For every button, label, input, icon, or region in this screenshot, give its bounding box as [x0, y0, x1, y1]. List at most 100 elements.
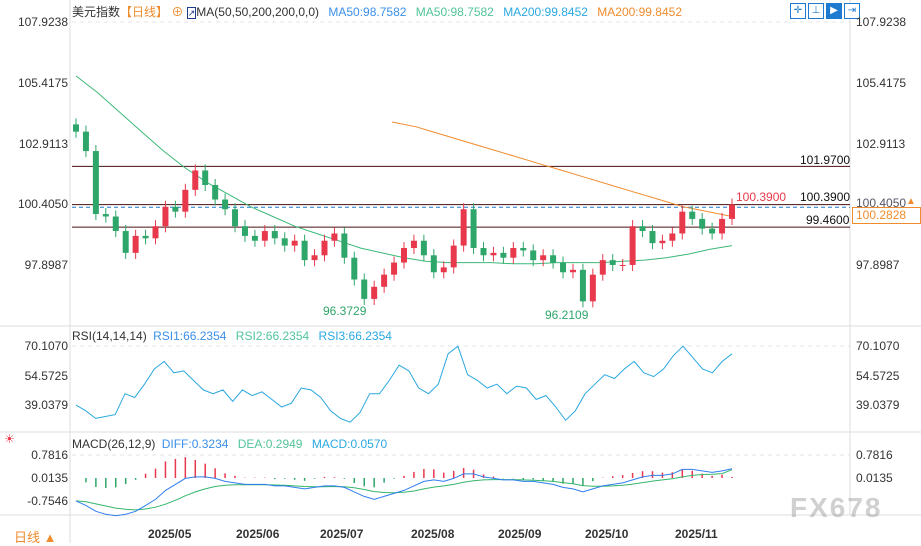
candle	[669, 233, 676, 241]
price-tick: 105.4175	[17, 76, 68, 90]
candle	[500, 252, 507, 258]
candle	[540, 255, 547, 261]
level-label: 101.9700	[800, 153, 851, 167]
candle	[381, 274, 388, 287]
low-marker-label: 96.3729	[323, 304, 367, 318]
price-tick: 102.9113	[18, 137, 68, 151]
rsi2-value: RSI2:66.2354	[235, 329, 310, 343]
candle	[420, 240, 427, 256]
candle	[321, 240, 328, 256]
price-tick-right: 97.8987	[856, 258, 900, 272]
crosshair-icon[interactable]: ✛	[790, 3, 806, 19]
rsi-tick: 39.0379	[24, 398, 68, 412]
candle	[530, 250, 537, 261]
end-icon[interactable]: ⇥	[844, 3, 860, 19]
rsi-line	[75, 345, 733, 423]
candle	[659, 240, 666, 244]
add-indicator-icon[interactable]: ⊕	[171, 5, 184, 19]
rsi3-value: RSI3:66.2354	[318, 329, 392, 343]
candle	[679, 211, 686, 234]
price-tick: 97.8987	[24, 258, 68, 272]
candle	[361, 279, 368, 299]
candle	[212, 184, 219, 200]
x-tick: 2025/11	[675, 527, 718, 541]
rsi-tick-right: 54.5725	[856, 369, 900, 383]
candle	[569, 269, 576, 273]
candle	[192, 170, 199, 190]
ma-label: MA(50,50,200,200,0,0)	[196, 5, 320, 19]
level-label: 99.4600	[806, 213, 850, 227]
candle	[152, 226, 159, 239]
ma50-value: MA50:98.7582	[328, 5, 407, 19]
candle	[470, 209, 477, 249]
candle	[699, 218, 706, 229]
rsi-tick-right: 39.0379	[856, 398, 900, 412]
rsi-header: RSI(14,14,14) RSI1:66.2354 RSI2:66.2354 …	[72, 329, 392, 343]
instrument-title: 美元指数	[72, 5, 121, 19]
ma200-value-2: MA200:99.8452	[597, 5, 682, 19]
candle	[639, 226, 646, 232]
watermark-logo: FX678	[790, 492, 883, 523]
candle	[172, 206, 179, 212]
candle	[311, 255, 318, 261]
macd-label: MACD(26,12,9)	[72, 437, 156, 451]
x-tick: 2025/09	[498, 527, 542, 541]
candle	[589, 274, 596, 302]
candle	[202, 170, 209, 185]
candle	[579, 269, 586, 302]
high-marker-label: 100.3900	[736, 190, 787, 204]
current-price-tag: 100.2828	[852, 207, 921, 224]
candle	[251, 235, 258, 241]
candle	[649, 231, 656, 244]
period-button[interactable]: 日线 ▲	[14, 530, 57, 545]
candle	[132, 235, 139, 253]
price-tick-right: 102.9113	[856, 137, 906, 151]
candle	[82, 131, 89, 152]
indicator-chart-icon[interactable]: ↗	[186, 7, 197, 19]
candle	[331, 233, 338, 241]
chart-header: 美元指数【日线】 ⊕ ↗MA(50,50,200,200,0,0) MA50:9…	[72, 3, 682, 20]
diff-value: DIFF:0.3234	[161, 437, 229, 451]
candle	[719, 218, 726, 234]
candle	[271, 231, 278, 239]
settings-sun-icon[interactable]: ☀	[4, 432, 15, 446]
candle	[92, 151, 99, 215]
macd-tick-right: 0.7816	[856, 448, 893, 462]
candle	[102, 214, 109, 217]
candle	[609, 260, 616, 265]
candle	[629, 226, 636, 265]
candle	[73, 124, 79, 132]
dea-line	[75, 469, 733, 511]
level-label: 100.3900	[800, 190, 851, 204]
candle	[689, 211, 696, 219]
candle	[510, 248, 517, 258]
play-icon[interactable]: ▶	[826, 3, 842, 19]
range-icon[interactable]: ⊥	[808, 3, 824, 19]
candle	[232, 209, 239, 227]
candle	[341, 233, 348, 258]
x-tick: 2025/07	[320, 527, 364, 541]
price-tick: 100.4050	[17, 197, 68, 211]
rsi-tick: 54.5725	[24, 369, 68, 383]
candle	[709, 228, 716, 234]
candle	[520, 248, 527, 251]
price-tick-right: 105.4175	[856, 76, 907, 90]
rsi1-value: RSI1:66.2354	[153, 329, 227, 343]
candle	[550, 255, 557, 263]
candle	[291, 240, 298, 246]
candle	[460, 209, 467, 246]
ma200-value: MA200:99.8452	[503, 5, 588, 19]
macd-tick: 0.7816	[31, 448, 68, 462]
rsi-label: RSI(14,14,14)	[72, 329, 147, 343]
candle	[122, 231, 129, 253]
candle	[401, 248, 407, 263]
dea-value: DEA:0.2949	[237, 437, 303, 451]
rsi-tick-right: 70.1070	[856, 339, 900, 353]
rsi-tick: 70.1070	[24, 339, 68, 353]
candle	[430, 255, 437, 273]
macd-tick: 0.0135	[31, 471, 68, 485]
x-tick: 2025/05	[148, 527, 192, 541]
candle	[619, 264, 626, 266]
candle	[391, 262, 398, 275]
